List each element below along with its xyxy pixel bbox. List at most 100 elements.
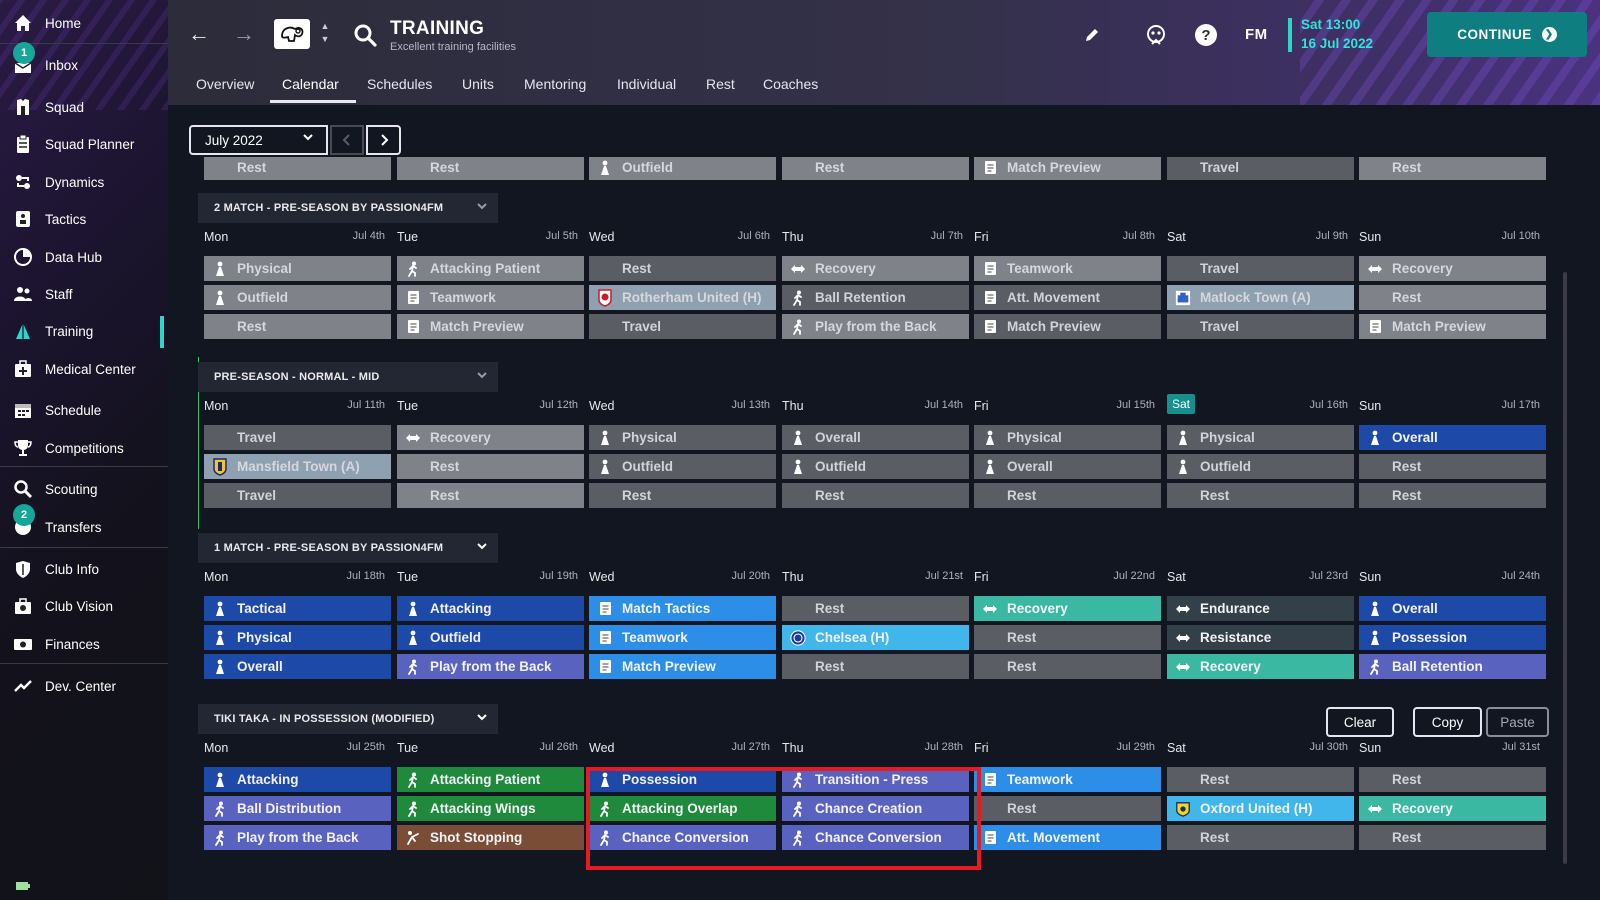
training-session-cell[interactable]: Chance Conversion xyxy=(782,825,969,850)
training-session-cell[interactable]: Physical xyxy=(204,256,391,281)
help-icon[interactable]: ? xyxy=(1193,22,1219,48)
training-session-cell[interactable]: Physical xyxy=(589,425,776,450)
schedule-selector[interactable]: 1 MATCH - PRE-SEASON BY PASSION4FM xyxy=(198,533,498,563)
training-session-cell[interactable]: Possession xyxy=(589,767,776,792)
paste-button[interactable]: Paste xyxy=(1486,707,1549,737)
training-session-cell[interactable]: Outfield xyxy=(589,454,776,479)
training-session-cell[interactable]: Rest xyxy=(782,596,969,621)
sidebar-item-schedule[interactable]: Schedule xyxy=(0,393,168,427)
training-session-cell[interactable]: Travel xyxy=(204,483,391,508)
training-session-cell[interactable]: Chelsea (H) xyxy=(782,625,969,650)
training-session-cell[interactable]: Rest xyxy=(397,483,584,508)
training-session-cell[interactable]: Rest xyxy=(397,157,584,180)
training-session-cell[interactable]: Overall xyxy=(1359,596,1546,621)
sidebar-item-squad[interactable]: Squad xyxy=(0,90,168,124)
training-session-cell[interactable]: Overall xyxy=(782,425,969,450)
training-session-cell[interactable]: Match Preview xyxy=(974,314,1161,339)
training-session-cell[interactable]: Rest xyxy=(1359,157,1546,180)
training-session-cell[interactable]: Chance Creation xyxy=(782,796,969,821)
sidebar-item-club-vision[interactable]: Club Vision xyxy=(0,589,168,623)
training-session-cell[interactable]: Rest xyxy=(974,654,1161,679)
sidebar-item-training[interactable]: Training xyxy=(0,314,168,348)
training-session-cell[interactable]: Rest xyxy=(974,796,1161,821)
training-session-cell[interactable]: Rotherham United (H) xyxy=(589,285,776,310)
training-session-cell[interactable]: Physical xyxy=(974,425,1161,450)
schedule-selector[interactable]: TIKI TAKA - IN POSSESSION (MODIFIED) xyxy=(198,704,498,734)
training-session-cell[interactable]: Recovery xyxy=(1359,256,1546,281)
sidebar-item-data-hub[interactable]: Data Hub xyxy=(0,240,168,274)
training-session-cell[interactable]: Match Preview xyxy=(589,654,776,679)
tab-schedules[interactable]: Schedules xyxy=(367,76,433,92)
sidebar-item-competitions[interactable]: Competitions xyxy=(0,431,168,465)
training-session-cell[interactable]: Recovery xyxy=(1167,654,1354,679)
training-session-cell[interactable]: Rest xyxy=(1359,285,1546,310)
training-session-cell[interactable]: Outfield xyxy=(397,625,584,650)
month-select[interactable]: July 2022 xyxy=(189,125,328,155)
training-session-cell[interactable]: Overall xyxy=(204,654,391,679)
training-session-cell[interactable]: Play from the Back xyxy=(204,825,391,850)
training-session-cell[interactable]: Oxford United (H) xyxy=(1167,796,1354,821)
training-session-cell[interactable]: Match Preview xyxy=(1359,314,1546,339)
training-session-cell[interactable]: Attacking Patient xyxy=(397,767,584,792)
continue-button[interactable]: CONTINUE ❯ xyxy=(1427,12,1587,57)
training-session-cell[interactable]: Attacking xyxy=(397,596,584,621)
copy-button[interactable]: Copy xyxy=(1413,707,1482,737)
training-session-cell[interactable]: Match Tactics xyxy=(589,596,776,621)
tab-calendar[interactable]: Calendar xyxy=(282,76,339,92)
back-arrow-icon[interactable]: ← xyxy=(188,21,210,46)
training-session-cell[interactable]: Rest xyxy=(204,157,391,180)
schedule-selector[interactable]: PRE-SEASON - NORMAL - MID xyxy=(198,362,498,392)
training-session-cell[interactable]: Attacking Overlap xyxy=(589,796,776,821)
sidebar-item-dynamics[interactable]: Dynamics xyxy=(0,165,168,199)
training-session-cell[interactable]: Outfield xyxy=(589,157,776,180)
training-session-cell[interactable]: Chance Conversion xyxy=(589,825,776,850)
sidebar-item-inbox[interactable]: Inbox 1 xyxy=(0,42,168,82)
training-session-cell[interactable]: Teamwork xyxy=(974,256,1161,281)
search-icon[interactable] xyxy=(352,22,378,48)
forward-arrow-icon[interactable]: → xyxy=(233,21,255,46)
training-session-cell[interactable]: Rest xyxy=(1359,767,1546,792)
training-session-cell[interactable]: Att. Movement xyxy=(974,825,1161,850)
training-session-cell[interactable]: Travel xyxy=(1167,256,1354,281)
training-session-cell[interactable]: Mansfield Town (A) xyxy=(204,454,391,479)
training-session-cell[interactable]: Travel xyxy=(204,425,391,450)
training-session-cell[interactable]: Outfield xyxy=(204,285,391,310)
tab-overview[interactable]: Overview xyxy=(196,76,255,92)
sidebar-item-finances[interactable]: Finances xyxy=(0,627,168,661)
training-session-cell[interactable]: Overall xyxy=(974,454,1161,479)
training-session-cell[interactable]: Travel xyxy=(1167,157,1354,180)
training-session-cell[interactable]: Rest xyxy=(1359,825,1546,850)
training-session-cell[interactable]: Attacking Wings xyxy=(397,796,584,821)
training-session-cell[interactable]: Rest xyxy=(1359,483,1546,508)
training-session-cell[interactable]: Tactical xyxy=(204,596,391,621)
training-session-cell[interactable]: Travel xyxy=(1167,314,1354,339)
training-session-cell[interactable]: Rest xyxy=(1359,454,1546,479)
tab-individual[interactable]: Individual xyxy=(617,76,677,92)
sidebar-item-medical-center[interactable]: Medical Center xyxy=(0,352,168,386)
training-session-cell[interactable]: Match Preview xyxy=(974,157,1161,180)
training-session-cell[interactable]: Endurance xyxy=(1167,596,1354,621)
sidebar-item-scouting[interactable]: Scouting xyxy=(0,472,168,506)
prev-month-button[interactable] xyxy=(330,125,364,155)
tab-coaches[interactable]: Coaches xyxy=(763,76,819,92)
training-session-cell[interactable]: Recovery xyxy=(397,425,584,450)
training-session-cell[interactable]: Matlock Town (A) xyxy=(1167,285,1354,310)
training-session-cell[interactable]: Teamwork xyxy=(589,625,776,650)
sidebar-item-staff[interactable]: Staff xyxy=(0,277,168,311)
training-session-cell[interactable]: Match Preview xyxy=(397,314,584,339)
training-session-cell[interactable]: Rest xyxy=(204,314,391,339)
fm-logo[interactable]: FM xyxy=(1245,26,1268,43)
sidebar-item-tactics[interactable]: Tactics xyxy=(0,202,168,236)
training-session-cell[interactable]: Rest xyxy=(974,625,1161,650)
training-session-cell[interactable]: Ball Distribution xyxy=(204,796,391,821)
club-switch-chevrons-icon[interactable]: ▲ ▼ xyxy=(320,21,330,44)
sidebar-item-home[interactable]: Home xyxy=(0,6,168,40)
training-session-cell[interactable]: Attacking Patient xyxy=(397,256,584,281)
training-session-cell[interactable]: Rest xyxy=(782,654,969,679)
training-session-cell[interactable]: Play from the Back xyxy=(397,654,584,679)
training-session-cell[interactable]: Attacking xyxy=(204,767,391,792)
next-month-button[interactable] xyxy=(366,125,401,155)
training-session-cell[interactable]: Recovery xyxy=(782,256,969,281)
training-session-cell[interactable]: Rest xyxy=(589,256,776,281)
training-session-cell[interactable]: Ball Retention xyxy=(782,285,969,310)
